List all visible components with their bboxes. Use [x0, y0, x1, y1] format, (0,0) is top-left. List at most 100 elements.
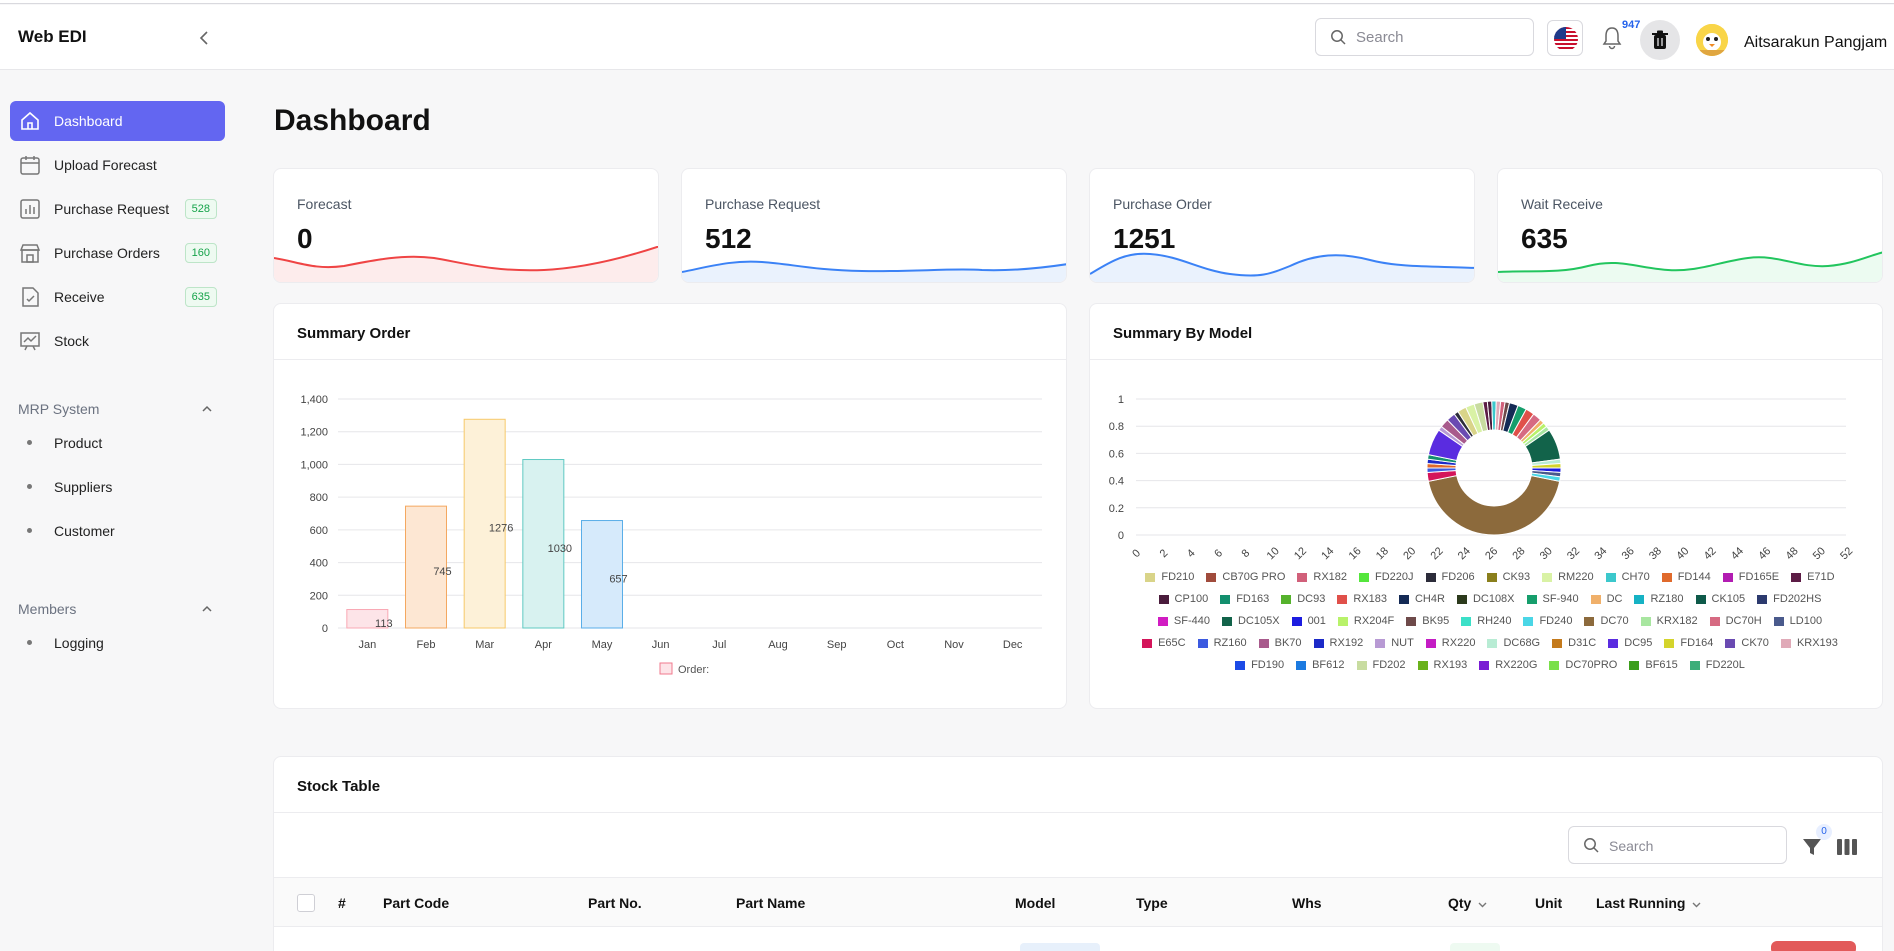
legend-item[interactable]: FD202	[1356, 654, 1406, 676]
legend-item[interactable]: FD164	[1664, 632, 1713, 654]
columns-icon[interactable]	[1836, 837, 1858, 857]
bell-icon[interactable]	[1600, 25, 1624, 51]
legend-row: E65C RZ160 BK70 RX192 NUT RX220 DC68G D31C DC95 F…	[1110, 632, 1870, 654]
chevron-up-icon[interactable]	[200, 402, 214, 416]
sidebar-item-suppliers[interactable]: Suppliers	[10, 470, 225, 504]
section-members[interactable]: Members	[18, 601, 77, 617]
legend-label: RX204F	[1353, 615, 1395, 627]
column-header-part-no[interactable]: Part No.	[588, 895, 642, 911]
select-all-checkbox[interactable]	[297, 894, 315, 912]
legend-item[interactable]: CP100	[1158, 588, 1208, 610]
column-header-last-running[interactable]: Last Running	[1596, 895, 1701, 911]
legend-item[interactable]: DC68G	[1487, 632, 1540, 654]
sidebar-item-stock[interactable]: Stock	[10, 321, 225, 361]
column-header-unit[interactable]: Unit	[1535, 895, 1563, 911]
legend-item[interactable]: BF612	[1296, 654, 1345, 676]
legend-item[interactable]: DC105X	[1221, 610, 1280, 632]
legend-item[interactable]: CK70	[1725, 632, 1769, 654]
legend-item[interactable]: RX220	[1425, 632, 1475, 654]
filter-icon[interactable]	[1801, 836, 1823, 858]
legend-item[interactable]: DC93	[1281, 588, 1325, 610]
column-header-part-code[interactable]: Part Code	[383, 895, 450, 911]
legend-item[interactable]: BF615	[1629, 654, 1678, 676]
section-mrp-system[interactable]: MRP System	[18, 401, 100, 417]
column-header-index[interactable]: #	[338, 895, 346, 911]
legend-item[interactable]: E71D	[1791, 566, 1835, 588]
global-search[interactable]	[1315, 18, 1534, 56]
legend-item[interactable]: FD165E	[1722, 566, 1779, 588]
legend-item[interactable]: KRX193	[1780, 632, 1838, 654]
sidebar-item-purchase-orders[interactable]: Purchase Orders 160	[10, 233, 225, 273]
legend-item[interactable]: FD220J	[1359, 566, 1414, 588]
legend-item[interactable]: CB70G PRO	[1206, 566, 1285, 588]
top-bar: Web EDI 947 Aitsarakun Pangjam	[0, 5, 1894, 70]
legend-item[interactable]: BK95	[1406, 610, 1449, 632]
legend-item[interactable]: BK70	[1258, 632, 1302, 654]
legend-item[interactable]: SF-440	[1157, 610, 1210, 632]
legend-item[interactable]: D31C	[1552, 632, 1596, 654]
legend-item[interactable]: SF-940	[1526, 588, 1579, 610]
column-header-model[interactable]: Model	[1015, 895, 1056, 911]
sidebar-item-product[interactable]: Product	[10, 426, 225, 460]
legend-item[interactable]: RX182	[1297, 566, 1347, 588]
sidebar-item-logging[interactable]: Logging	[10, 626, 225, 660]
legend-item[interactable]: RX192	[1313, 632, 1363, 654]
legend-swatch	[1337, 594, 1348, 604]
legend-item[interactable]: FD144	[1661, 566, 1711, 588]
legend-item[interactable]: RZ160	[1197, 632, 1247, 654]
legend-item[interactable]: DC95	[1608, 632, 1652, 654]
legend-item[interactable]: CH4R	[1398, 588, 1445, 610]
legend-item[interactable]: DC70H	[1709, 610, 1762, 632]
legend-label: FD202	[1372, 659, 1406, 671]
legend-item[interactable]: E65C	[1142, 632, 1186, 654]
table-search[interactable]	[1568, 826, 1787, 864]
legend-item[interactable]: NUT	[1375, 632, 1414, 654]
language-button[interactable]	[1547, 20, 1583, 56]
user-name[interactable]: Aitsarakun Pangjam	[1744, 34, 1888, 51]
sparkline	[274, 246, 658, 282]
global-search-input[interactable]	[1356, 27, 1526, 47]
legend-item[interactable]: FD220L	[1689, 654, 1745, 676]
legend-item[interactable]: DC108X	[1456, 588, 1515, 610]
sidebar-item-receive[interactable]: Receive 635	[10, 277, 225, 317]
legend-item[interactable]: RX204F	[1337, 610, 1395, 632]
legend-item[interactable]: FD190	[1235, 654, 1284, 676]
legend-item[interactable]: RZ180	[1634, 588, 1684, 610]
legend-item[interactable]: RX220G	[1479, 654, 1537, 676]
legend-item[interactable]: RM220	[1542, 566, 1594, 588]
row-action-button[interactable]	[1771, 941, 1856, 951]
legend-item[interactable]: RX183	[1337, 588, 1387, 610]
legend-item[interactable]: FD206	[1425, 566, 1475, 588]
legend-item[interactable]: RH240	[1461, 610, 1511, 632]
legend-item[interactable]: DC	[1590, 588, 1622, 610]
column-header-type[interactable]: Type	[1136, 895, 1168, 911]
collapse-sidebar-button[interactable]	[196, 29, 214, 47]
column-header-part-name[interactable]: Part Name	[736, 895, 806, 911]
table-search-input[interactable]	[1609, 836, 1779, 856]
legend-item[interactable]: FD163	[1220, 588, 1269, 610]
legend-item[interactable]: FD202HS	[1757, 588, 1821, 610]
legend-item[interactable]: FD210	[1145, 566, 1194, 588]
sidebar-item-dashboard[interactable]: Dashboard	[10, 101, 225, 141]
avatar[interactable]	[1696, 24, 1728, 56]
column-header-qty[interactable]: Qty	[1448, 895, 1487, 911]
legend-item[interactable]: CK105	[1695, 588, 1745, 610]
legend-item[interactable]: CK93	[1486, 566, 1530, 588]
legend-item[interactable]: DC70	[1584, 610, 1629, 632]
legend-label: FD202HS	[1773, 593, 1822, 605]
legend-item[interactable]: RX193	[1417, 654, 1467, 676]
legend-item[interactable]: LD100	[1773, 610, 1822, 632]
sidebar-item-upload-forecast[interactable]: Upload Forecast	[10, 145, 225, 185]
legend-item[interactable]: 001	[1291, 610, 1326, 632]
chevron-up-icon[interactable]	[200, 602, 214, 616]
legend-item[interactable]: CH70	[1605, 566, 1650, 588]
legend-swatch	[1406, 616, 1417, 626]
legend-item[interactable]: KRX182	[1640, 610, 1698, 632]
legend-swatch	[1337, 616, 1348, 626]
sidebar-item-customer[interactable]: Customer	[10, 514, 225, 548]
legend-item[interactable]: DC70PRO	[1549, 654, 1617, 676]
sidebar-item-purchase-request[interactable]: Purchase Request 528	[10, 189, 225, 229]
column-header-whs[interactable]: Whs	[1292, 895, 1322, 911]
legend-item[interactable]: FD240	[1523, 610, 1572, 632]
trash-button[interactable]	[1640, 20, 1680, 60]
